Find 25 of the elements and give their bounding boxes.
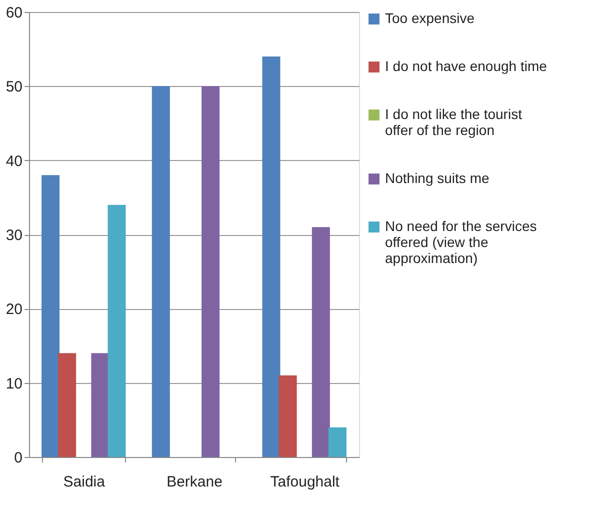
legend-label: No need for the services offered (view the approximation) [385,218,537,266]
bar [91,353,110,457]
bar [58,353,76,457]
x-tick-label: Berkane [166,474,222,490]
bar [108,204,126,457]
bar [312,227,330,457]
bar [42,175,60,457]
y-tick-label: 50 [6,78,22,96]
y-tick-label: 40 [6,152,22,170]
bar [202,86,220,457]
y-tick-label: 30 [6,227,22,244]
legend-label: I do not have enough time [385,58,548,74]
y-tick-label: 20 [6,301,22,318]
bar [152,86,170,457]
bar [328,427,346,457]
x-tick-label: Tafoughalt [270,474,340,490]
legend-label: Too expensive [385,10,475,26]
y-tick-label: 60 [6,4,22,22]
legend-label: Nothing suits me [385,170,490,186]
legend-label: I do not like the tourist offer of the region [385,106,522,138]
x-tick-label: Saidia [63,474,106,490]
y-tick-label: 10 [6,375,22,392]
bar [278,375,297,457]
y-tick-label: 0 [14,450,22,466]
bar [262,56,280,457]
